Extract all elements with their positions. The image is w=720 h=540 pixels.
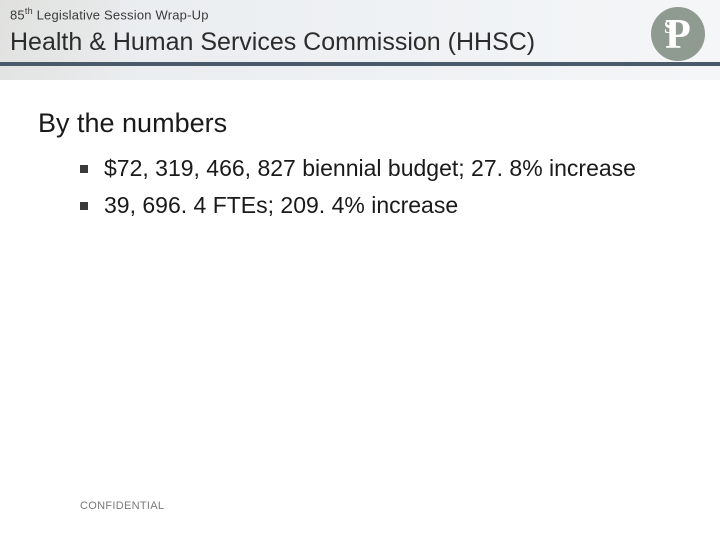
pretitle-ordinal: th [25, 6, 33, 16]
bullet-list: $72, 319, 466, 827 biennial budget; 27. … [80, 153, 690, 221]
pretitle-rest: Legislative Session Wrap-Up [33, 7, 209, 22]
slide-content: By the numbers $72, 319, 466, 827 bienni… [38, 108, 690, 227]
list-item: 39, 696. 4 FTEs; 209. 4% increase [80, 190, 690, 221]
pretitle-prefix: 85 [10, 7, 25, 22]
logo-svg: P S [650, 6, 706, 62]
footer-confidential: CONFIDENTIAL [80, 500, 164, 512]
bullet-marker-icon [80, 202, 88, 210]
list-item: $72, 319, 466, 827 biennial budget; 27. … [80, 153, 690, 184]
header-pretitle: 85th Legislative Session Wrap-Up [10, 6, 209, 22]
bullet-text: 39, 696. 4 FTEs; 209. 4% increase [104, 190, 458, 221]
header-rule [0, 62, 720, 66]
bullet-text: $72, 319, 466, 827 biennial budget; 27. … [104, 153, 636, 184]
bullet-marker-icon [80, 165, 88, 173]
slide-header: 85th Legislative Session Wrap-Up Health … [0, 0, 720, 80]
section-title: By the numbers [38, 108, 690, 139]
logo-hook-letter: S [664, 17, 674, 37]
slide: 85th Legislative Session Wrap-Up Health … [0, 0, 720, 540]
header-title: Health & Human Services Commission (HHSC… [10, 28, 535, 57]
brand-logo: P S [650, 6, 706, 62]
